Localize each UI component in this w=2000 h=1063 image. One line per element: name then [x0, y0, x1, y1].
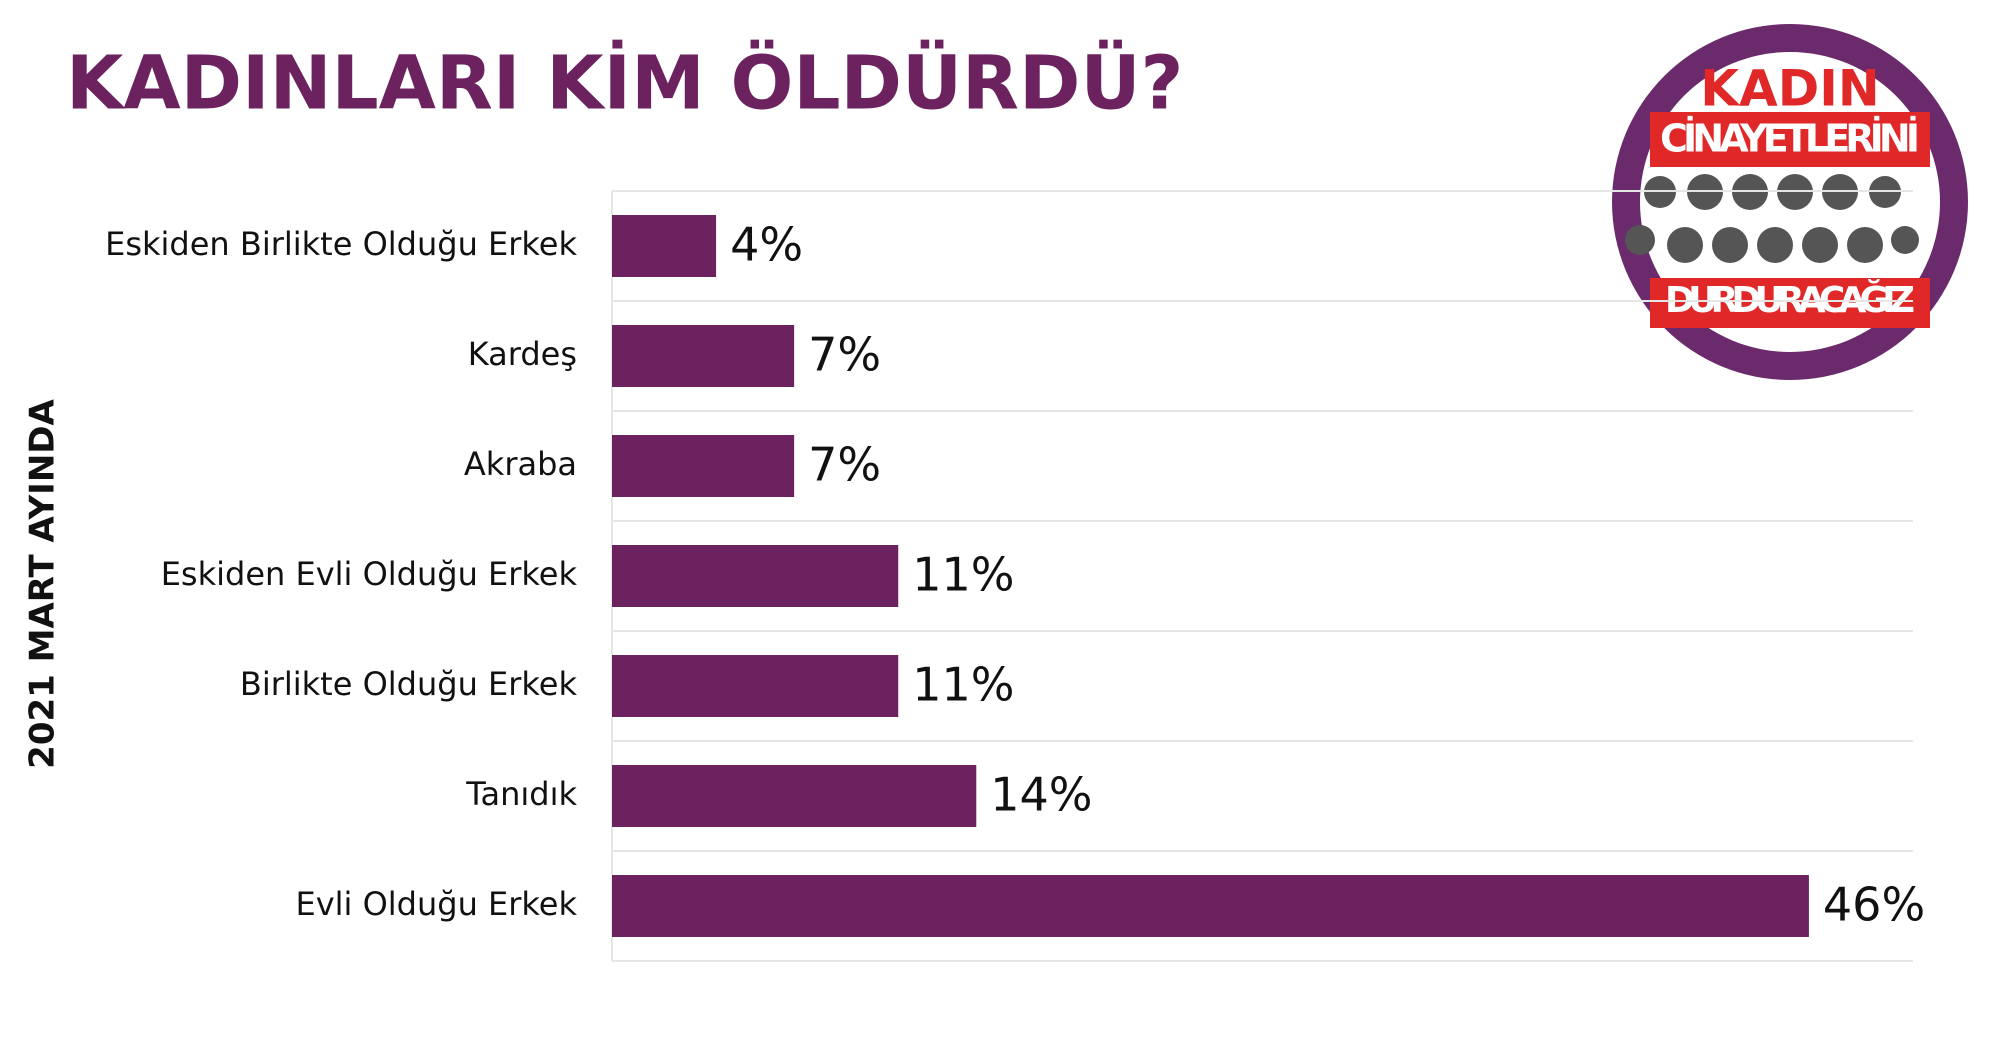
bar [612, 655, 899, 717]
value-label: 11% [912, 548, 1014, 602]
category-label: Tanıdık [465, 775, 577, 813]
logo-text: Platformu [1745, 328, 1835, 347]
bar [612, 875, 1809, 937]
category-label: Kardeş [468, 335, 577, 373]
value-label: 14% [990, 768, 1092, 822]
bar [612, 765, 977, 827]
logo: KADIN CİNAYETLERİNİ DURDURACAĞIZ Platfor… [1612, 24, 1968, 380]
value-label: 11% [912, 658, 1014, 712]
logo-text: KADIN [1700, 60, 1879, 118]
category-label: Akraba [464, 445, 577, 483]
bar [612, 545, 899, 607]
value-label: 7% [808, 328, 881, 382]
category-label: Eskiden Birlikte Olduğu Erkek [105, 225, 577, 263]
value-label: 46% [1823, 878, 1925, 932]
y-axis-label: 2021 MART AYINDA [23, 399, 63, 769]
bar [612, 325, 795, 387]
logo-text: CİNAYETLERİNİ [1660, 117, 1920, 161]
logo-band [1650, 278, 1930, 328]
category-label: Birlikte Olduğu Erkek [240, 665, 578, 703]
category-label: Evli Olduğu Erkek [295, 885, 577, 923]
bar [612, 215, 717, 277]
bar [612, 435, 795, 497]
value-label: 7% [808, 438, 881, 492]
chart-title: KADINLARI KİM ÖLDÜRDÜ? [66, 39, 1183, 127]
logo-band [1650, 112, 1930, 167]
category-label: Eskiden Evli Olduğu Erkek [161, 555, 578, 593]
value-label: 4% [730, 218, 803, 272]
